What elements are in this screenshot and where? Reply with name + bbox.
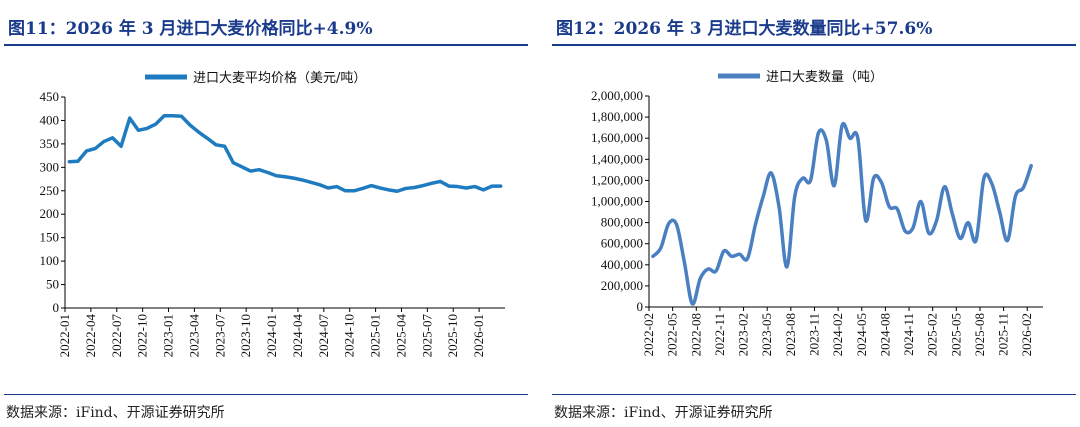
figure-12-bottom-rule (552, 394, 1076, 395)
figure-11-price-chart: 进口大麦平均价格（美元/吨） 0 50 100 150 200 250 300 350 400 45… (40, 70, 505, 358)
x-tick-label: 2022-07 (109, 314, 124, 358)
figure-12-volume-chart: 进口大麦数量（吨） 0 200,000 400,000 600,000 800,000 1,… (591, 70, 1043, 356)
y-tick-label: 1,600,000 (591, 130, 643, 145)
y-tick-label: 400 (40, 112, 60, 127)
series-line (67, 114, 503, 193)
y-tick-label: 0 (637, 299, 644, 314)
x-tick-label: 2025-08 (972, 313, 987, 356)
x-tick-label: 2022-10 (135, 314, 150, 357)
figure-12-title: 图12：2026 年 3 月进口大麦数量同比+57.6% (556, 19, 933, 39)
x-tick-label: 2023-11 (806, 313, 821, 356)
figure-12-top-rule (552, 44, 1076, 46)
x-tick-label: 2025-02 (925, 313, 940, 356)
x-tick-label: 2024-05 (854, 313, 869, 356)
x-tick-label: 2025-07 (419, 314, 434, 358)
x-tick-label: 2025-01 (368, 314, 383, 357)
figure-11-bottom-rule (4, 394, 528, 395)
x-tick-label: 2025-11 (996, 313, 1011, 356)
x-tick-label: 2024-08 (877, 313, 892, 356)
y-tick-label: 450 (40, 89, 60, 104)
y-tick-label: 800,000 (601, 215, 643, 230)
x-tick-label: 2025-05 (948, 313, 963, 356)
x-tick-label: 2024-11 (901, 313, 916, 356)
x-tick-label: 2022-08 (688, 313, 703, 356)
x-tick-label: 2024-07 (316, 314, 331, 358)
figure-11-source: 数据来源：iFind、开源证券研究所 (6, 405, 225, 421)
x-tick-label: 2025-04 (393, 314, 408, 358)
y-tick-label: 50 (46, 277, 59, 292)
x-tick-label: 2026-01 (471, 314, 486, 357)
y-tick-label: 600,000 (601, 236, 643, 251)
x-tick-label: 2022-02 (641, 313, 656, 356)
x-tick-label: 2022-04 (83, 314, 98, 358)
legend-label: 进口大麦数量（吨） (766, 70, 883, 85)
figure-12-panel: 图12：2026 年 3 月进口大麦数量同比+57.6% 进口大麦数量（吨） 0 2… (548, 0, 1080, 427)
x-tick-label: 2023-05 (759, 313, 774, 356)
x-tick-label: 2023-07 (212, 314, 227, 358)
y-tick-label: 1,400,000 (591, 151, 643, 166)
x-tick-label: 2024-02 (830, 313, 845, 356)
x-tick-label: 2026-02 (1019, 313, 1034, 356)
x-tick-label: 2023-08 (783, 313, 798, 356)
y-tick-label: 300 (40, 159, 60, 174)
y-tick-label: 250 (40, 183, 60, 198)
y-tick-label: 400,000 (601, 257, 643, 272)
x-tick-label: 2024-04 (290, 314, 305, 358)
figure-12-source: 数据来源：iFind、开源证券研究所 (554, 405, 773, 421)
x-tick-label: 2023-01 (161, 314, 176, 357)
x-tick-label: 2022-05 (665, 313, 680, 356)
legend-label: 进口大麦平均价格（美元/吨） (193, 70, 366, 86)
y-tick-label: 200,000 (601, 278, 643, 293)
x-tick-label: 2025-10 (445, 314, 460, 357)
figure-11-top-rule (4, 44, 528, 46)
y-tick-label: 0 (53, 300, 60, 315)
y-tick-label: 1,000,000 (591, 194, 643, 209)
x-tick-label: 2023-10 (238, 314, 253, 357)
x-tick-label: 2022-11 (712, 313, 727, 356)
series-line (651, 121, 1033, 306)
y-tick-label: 2,000,000 (591, 88, 643, 103)
figure-11-panel: 图11：2026 年 3 月进口大麦价格同比+4.9% 进口大麦平均价格（美元/… (0, 0, 532, 427)
x-tick-label: 2023-04 (186, 314, 201, 358)
figure-11-title: 图11：2026 年 3 月进口大麦价格同比+4.9% (8, 19, 373, 39)
y-tick-label: 1,800,000 (591, 109, 643, 124)
x-tick-label: 2022-01 (57, 314, 72, 357)
x-tick-label: 2023-02 (736, 313, 751, 356)
y-tick-label: 200 (40, 206, 60, 221)
y-tick-label: 100 (40, 253, 60, 268)
y-tick-label: 1,200,000 (591, 172, 643, 187)
x-tick-label: 2024-01 (264, 314, 279, 357)
y-tick-label: 150 (40, 230, 60, 245)
x-tick-label: 2024-10 (342, 314, 357, 357)
y-tick-label: 350 (40, 136, 60, 151)
